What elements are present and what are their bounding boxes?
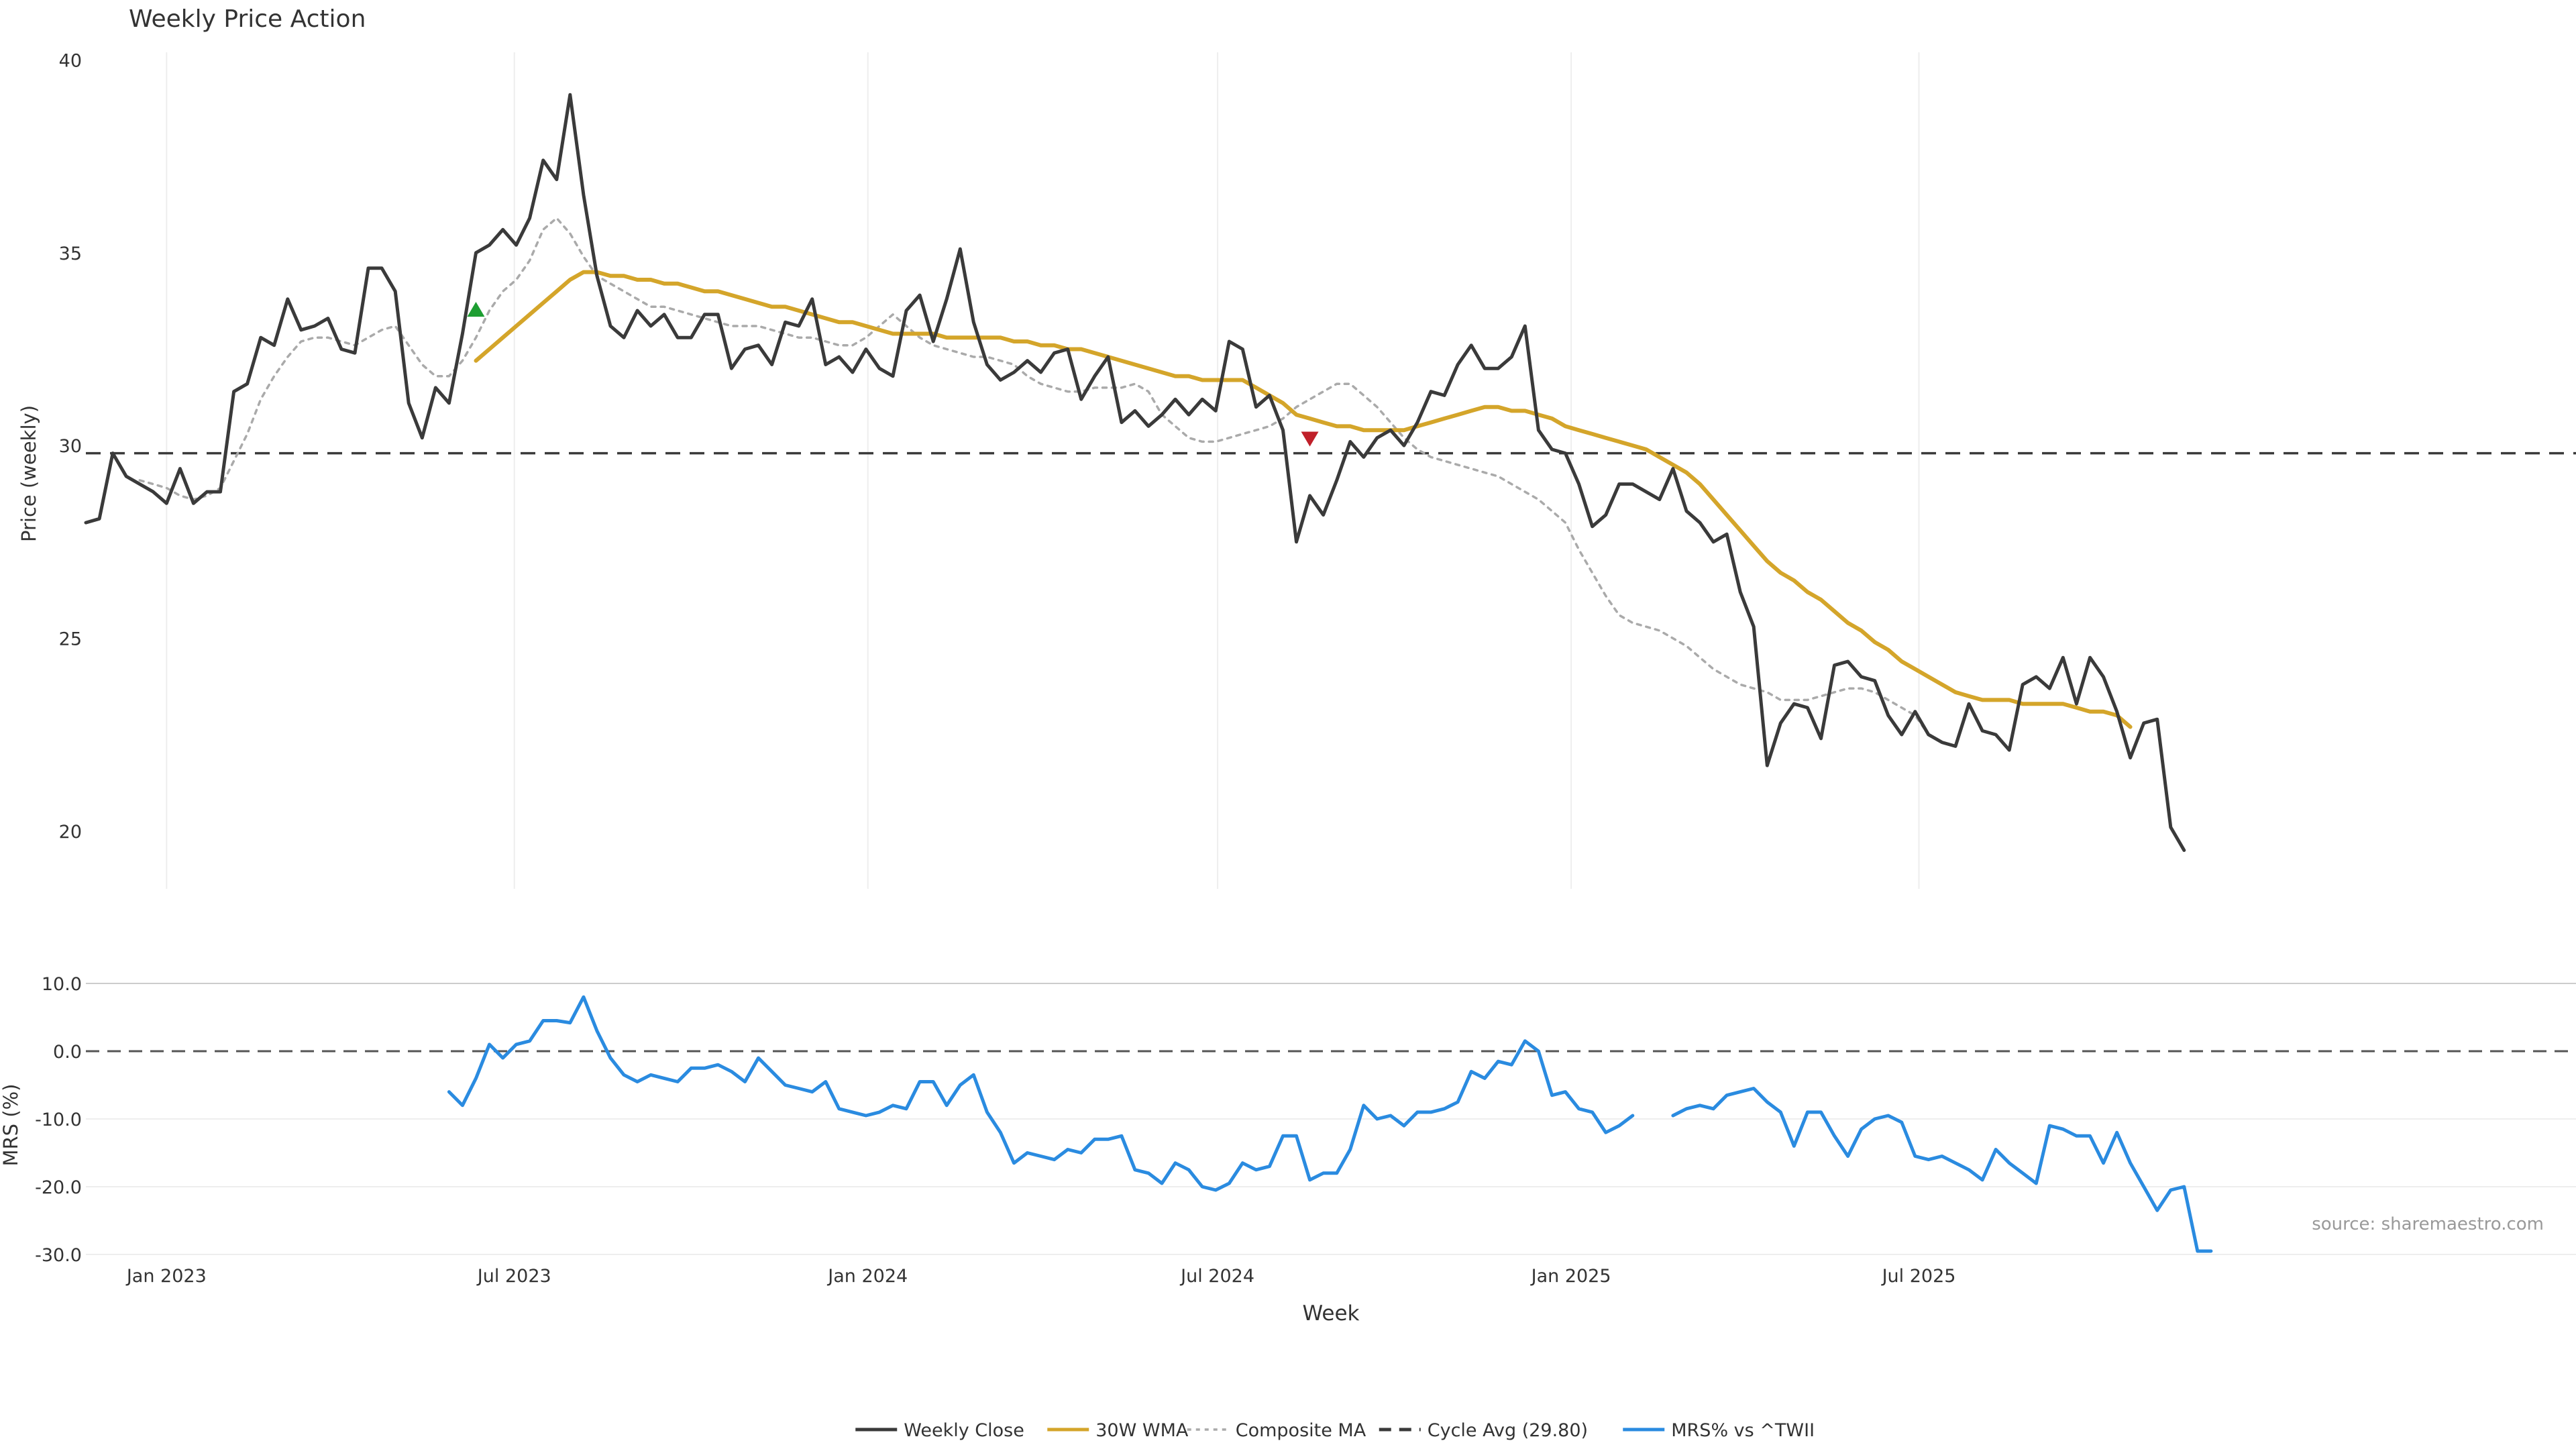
main-y-tick-label: 35: [59, 244, 82, 264]
x-tick-label: Jan 2025: [1530, 1266, 1611, 1287]
main-y-tick-label: 25: [59, 629, 82, 649]
source-note: source: sharemaestro.com: [2312, 1214, 2544, 1234]
mrs-y-tick-label: -10.0: [35, 1110, 82, 1130]
signal-markers: [467, 302, 1319, 447]
main-y-tick-labels: 20 25 30 35 40: [59, 50, 82, 842]
x-tick-labels: Jan 2023 Jul 2023 Jan 2024 Jul 2024 Jan 2025…: [125, 1266, 1956, 1287]
x-tick-label: Jan 2023: [125, 1266, 207, 1287]
mrs-y-axis-label: MRS (%): [0, 1084, 22, 1167]
mrs-y-tick-labels: 10.0 0.0 -10.0 -20.0 -30.0: [35, 974, 82, 1266]
main-y-tick-label: 20: [59, 822, 82, 843]
sell-signal-marker: [1301, 431, 1319, 447]
main-y-axis-label: Price (weekly): [17, 405, 40, 542]
series-composite-ma: [138, 217, 1943, 744]
legend: Weekly Close 30W WMA Composite MA Cycle Avg…: [855, 1420, 1815, 1441]
mrs-series-line: [447, 995, 2213, 1253]
legend-label: Cycle Avg (29.80): [1428, 1420, 1588, 1441]
series-30w-wma: [474, 270, 2133, 729]
main-y-tick-label: 40: [59, 50, 82, 71]
legend-item: Cycle Avg (29.80): [1379, 1420, 1588, 1441]
mrs-gridlines: [86, 983, 2576, 1255]
x-tick-label: Jul 2024: [1179, 1266, 1254, 1287]
mrs-y-tick-label: 10.0: [42, 974, 82, 995]
legend-label: Weekly Close: [904, 1420, 1024, 1441]
legend-item: MRS% vs ^TWII: [1623, 1420, 1815, 1441]
series-weekly-close: [84, 93, 2186, 852]
x-tick-label: Jul 2023: [476, 1266, 551, 1287]
x-tick-label: Jan 2024: [826, 1266, 908, 1287]
legend-label: Composite MA: [1236, 1420, 1366, 1441]
legend-item: 30W WMA: [1047, 1420, 1189, 1441]
x-tick-label: Jul 2025: [1881, 1266, 1956, 1287]
chart-title: Weekly Price Action: [129, 5, 366, 33]
main-series-lines: [84, 93, 2186, 852]
mrs-y-tick-label: -20.0: [35, 1177, 82, 1198]
legend-label: MRS% vs ^TWII: [1671, 1420, 1815, 1441]
series-mrs-vs-twii: [447, 995, 2213, 1253]
x-axis-label: Week: [1303, 1301, 1360, 1326]
main-y-tick-label: 30: [59, 436, 82, 457]
mrs-y-tick-label: 0.0: [53, 1042, 82, 1063]
buy-signal-marker: [467, 302, 485, 317]
mrs-y-tick-label: -30.0: [35, 1245, 82, 1266]
legend-item: Composite MA: [1187, 1420, 1366, 1441]
legend-item: Weekly Close: [855, 1420, 1024, 1441]
legend-label: 30W WMA: [1095, 1420, 1189, 1441]
